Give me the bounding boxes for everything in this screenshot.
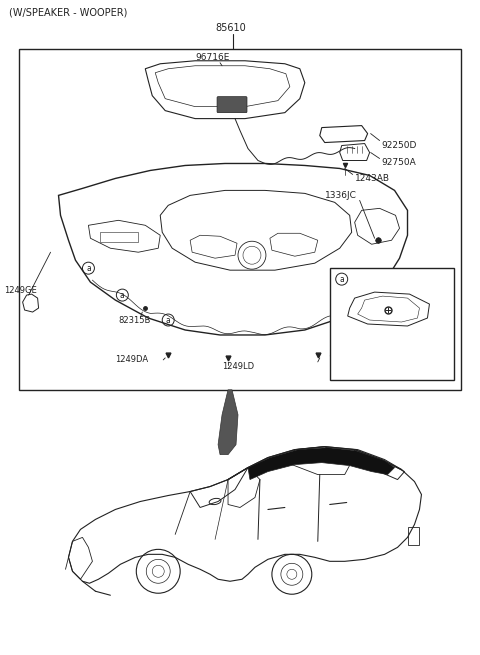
Text: 1249LD: 1249LD bbox=[222, 362, 254, 371]
Text: a: a bbox=[166, 316, 170, 324]
FancyBboxPatch shape bbox=[217, 97, 247, 113]
Bar bbox=[19, 49, 461, 390]
Text: 85610: 85610 bbox=[215, 23, 246, 33]
Bar bbox=[100, 233, 138, 242]
Text: 92750A: 92750A bbox=[382, 158, 416, 167]
Text: a: a bbox=[339, 274, 344, 284]
Text: (W/SPEAKER - WOOPER): (W/SPEAKER - WOOPER) bbox=[9, 8, 127, 18]
Text: 1249DA: 1249DA bbox=[115, 356, 148, 364]
Text: 1243DB: 1243DB bbox=[328, 356, 361, 364]
Text: 1336JC: 1336JC bbox=[325, 191, 357, 200]
Text: a: a bbox=[86, 264, 91, 272]
Text: 96716E: 96716E bbox=[195, 53, 229, 62]
Text: 92250D: 92250D bbox=[382, 141, 417, 150]
Text: 1243AB: 1243AB bbox=[355, 174, 390, 183]
Bar bbox=[330, 268, 455, 380]
Text: 89855B: 89855B bbox=[352, 274, 386, 284]
Polygon shape bbox=[218, 390, 238, 455]
Polygon shape bbox=[248, 447, 395, 479]
Text: 82315B: 82315B bbox=[119, 316, 151, 324]
Bar bbox=[408, 527, 420, 546]
Text: a: a bbox=[120, 291, 125, 299]
Text: 1249GE: 1249GE bbox=[4, 286, 36, 295]
